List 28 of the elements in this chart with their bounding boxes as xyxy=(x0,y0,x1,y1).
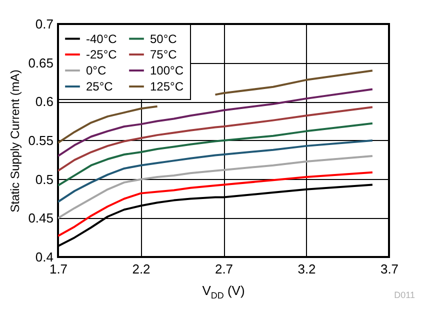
x-tick-label: 3.7 xyxy=(380,262,399,276)
legend-label: 125°C xyxy=(150,80,184,94)
legend-label: 50°C xyxy=(150,32,178,46)
x-tick-label: 2.2 xyxy=(132,262,150,276)
x-tick-label: 1.7 xyxy=(49,262,68,276)
legend-label: 75°C xyxy=(150,48,178,62)
y-tick-label: 0.4 xyxy=(35,250,54,264)
line-series xyxy=(58,122,374,187)
y-tick-label: 0.5 xyxy=(35,172,54,187)
x-tick-label: 2.7 xyxy=(214,262,234,276)
legend-label: 100°C xyxy=(150,64,184,78)
legend-label: -25°C xyxy=(86,48,118,62)
y-axis-title: Static Supply Current (mA) xyxy=(8,70,22,212)
y-tick-label: 0.7 xyxy=(35,16,54,32)
legend-label: 25°C xyxy=(86,80,114,94)
line-series xyxy=(58,171,374,238)
text: D011 xyxy=(394,290,415,300)
legend-label: -40°C xyxy=(86,32,118,46)
y-tick-label: 0.45 xyxy=(28,210,54,226)
legend-label: 0°C xyxy=(86,64,106,78)
line-series xyxy=(58,155,374,220)
x-axis-title: V$_{DD}$ (V) xyxy=(201,283,246,301)
line-series xyxy=(58,106,374,172)
x-tick-label: 3.2 xyxy=(298,262,316,276)
y-tick-label: 0.6 xyxy=(35,94,54,110)
line-series xyxy=(58,140,374,203)
y-tick-label: 0.55 xyxy=(28,133,54,148)
y-tick-label: 0.65 xyxy=(28,55,54,70)
